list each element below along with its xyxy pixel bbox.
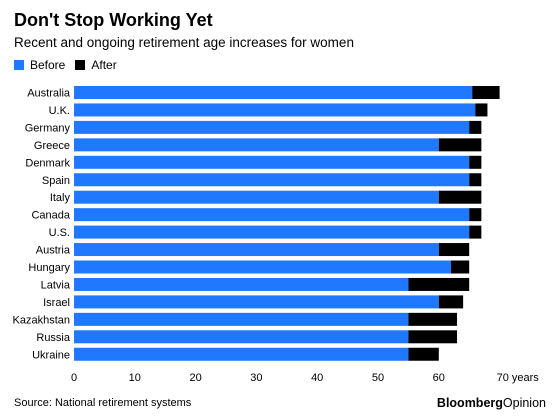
bar-after <box>469 173 482 187</box>
category-label: Italy <box>50 192 71 204</box>
x-tick-label: 30 <box>250 372 262 384</box>
x-tick-label: 70 years <box>497 372 540 384</box>
bar-before <box>74 138 439 152</box>
bar-after <box>408 312 458 326</box>
bar-before <box>74 295 439 309</box>
bar-after <box>408 330 458 344</box>
legend-item-before: Before <box>14 58 65 72</box>
source-note: Source: National retirement systems <box>14 397 192 409</box>
chart-subtitle: Recent and ongoing retirement age increa… <box>14 35 354 50</box>
chart-title: Don't Stop Working Yet <box>14 10 213 30</box>
bar-after <box>408 347 439 361</box>
bar-after <box>469 120 482 134</box>
bar-before <box>74 190 439 204</box>
bar-after <box>450 260 470 274</box>
x-tick-label: 0 <box>71 372 77 384</box>
bar-before <box>74 173 470 187</box>
category-label: Ukraine <box>32 349 70 361</box>
bar-before <box>74 208 470 222</box>
bar-before <box>74 347 409 361</box>
category-label: Israel <box>43 297 70 309</box>
category-label: Australia <box>27 88 71 100</box>
x-tick-label: 10 <box>129 372 141 384</box>
category-label: Spain <box>42 175 70 187</box>
category-label: U.S. <box>49 227 70 239</box>
legend-item-after: After <box>75 58 117 72</box>
bar-after <box>469 155 482 169</box>
bar-after <box>438 190 482 204</box>
bar-after <box>475 103 488 117</box>
category-label: Greece <box>34 140 70 152</box>
category-label: Canada <box>31 210 70 222</box>
category-label: Hungary <box>28 262 70 274</box>
category-label: Latvia <box>41 279 71 291</box>
category-label: Kazakhstan <box>13 314 70 326</box>
legend-swatch-after <box>75 60 86 70</box>
bar-after <box>438 243 470 257</box>
bar-after <box>469 208 482 222</box>
legend-label-before: Before <box>30 58 66 72</box>
bar-after <box>469 225 482 239</box>
legend: Before After <box>14 58 127 72</box>
x-tick-label: 20 <box>189 372 201 384</box>
brand-name: Bloomberg <box>436 396 503 410</box>
bar-after <box>472 86 500 99</box>
category-label: U.K. <box>49 105 70 117</box>
brand-suffix: Opinion <box>502 396 546 410</box>
bar-before <box>74 103 476 117</box>
bar-before <box>74 120 470 134</box>
bar-before <box>74 243 439 257</box>
category-label: Germany <box>25 122 71 134</box>
brand-logo: BloombergOpinion <box>437 396 546 410</box>
bar-before <box>74 330 409 344</box>
legend-swatch-before <box>14 60 24 70</box>
bar-before <box>74 260 451 274</box>
x-tick-label: 50 <box>372 372 384 384</box>
bar-before <box>74 155 470 169</box>
bar-after <box>438 295 464 309</box>
x-tick-label: 60 <box>433 372 445 384</box>
legend-label-after: After <box>91 58 117 72</box>
x-tick-label: 40 <box>311 372 323 384</box>
bar-after <box>438 138 482 152</box>
bar-before <box>74 312 409 326</box>
category-label: Denmark <box>25 157 70 169</box>
category-label: Russia <box>36 332 71 344</box>
category-label: Austria <box>36 245 71 257</box>
bar-before <box>74 277 409 291</box>
bar-before <box>74 225 470 239</box>
bar-before <box>74 86 473 99</box>
bar-after <box>408 277 470 291</box>
